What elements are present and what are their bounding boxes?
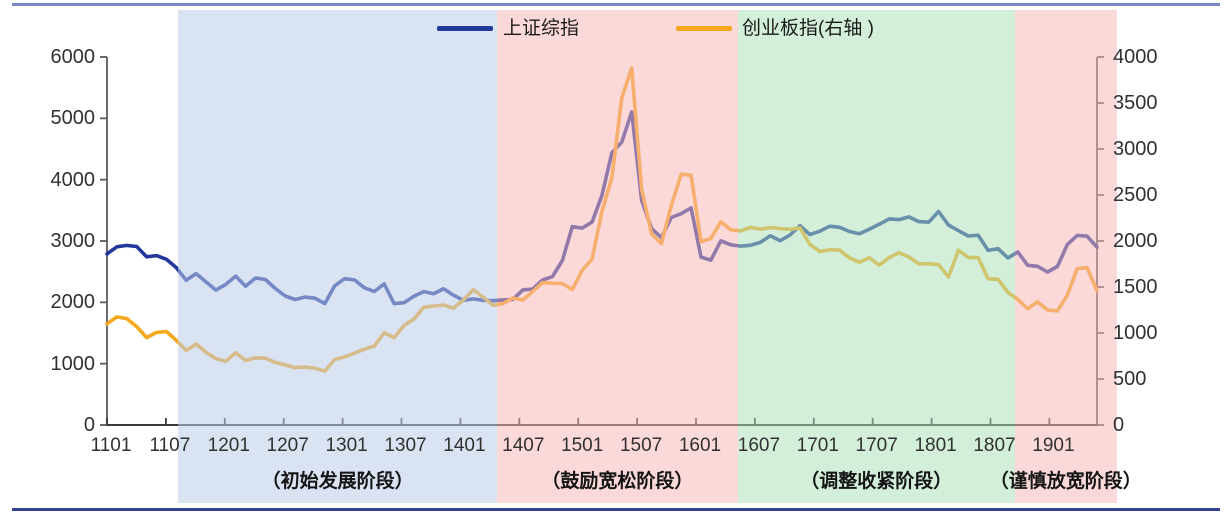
x-axis-tick-label: 1807 — [973, 435, 1016, 456]
y-axis-tick-label-right: 3000 — [1113, 138, 1158, 160]
x-axis-tick-label: 1901 — [1032, 435, 1075, 456]
x-axis-tick-label: 1801 — [914, 435, 957, 456]
x-axis-tick-label: 1401 — [443, 435, 486, 456]
phase-label-4: （谨慎放宽阶段） — [989, 471, 1142, 492]
x-axis-tick-label: 1201 — [207, 435, 250, 456]
y-axis-tick-label-right: 3500 — [1113, 92, 1158, 114]
y-axis-tick-label-left: 2000 — [50, 291, 96, 314]
x-axis-tick-label: 1507 — [619, 435, 663, 456]
y-axis-tick-label-right: 4000 — [1113, 46, 1158, 68]
x-axis-tick-label: 1701 — [796, 435, 839, 456]
x-axis-tick-label: 1307 — [384, 435, 427, 456]
x-axis-tick-label: 1101 — [90, 435, 132, 456]
y-axis-tick-label-left: 4000 — [50, 168, 96, 191]
y-axis-tick-label-left: 0 — [83, 414, 95, 436]
x-axis-tick-label: 1301 — [325, 435, 368, 456]
y-axis-tick-label-left: 1000 — [50, 352, 96, 375]
x-axis-tick-label: 1707 — [855, 435, 898, 456]
legend-line-swatch-chinext-icon — [676, 26, 733, 31]
y-axis-tick-label-right: 2000 — [1113, 230, 1158, 252]
y-axis-tick-label-left: 3000 — [50, 230, 96, 252]
legend: 上证综指 创业板指(右轴 ) — [437, 16, 874, 41]
x-axis-tick-label: 1407 — [502, 435, 545, 456]
legend-label-sse: 上证综指 — [503, 18, 580, 39]
x-axis-tick-label: 1607 — [737, 435, 781, 456]
phase-label-2: （鼓励宽松阶段） — [541, 471, 694, 492]
y-axis-tick-label-left: 5000 — [50, 107, 96, 130]
top-divider-line — [12, 3, 1220, 6]
y-axis-tick-label-right: 0 — [1113, 414, 1125, 436]
x-axis-tick-label: 1501 — [561, 435, 604, 456]
y-axis-tick-label-right: 1000 — [1113, 322, 1158, 344]
x-axis-tick-label: 1107 — [149, 435, 191, 456]
legend-line-swatch-sse-icon — [437, 26, 493, 31]
phase-label-3: （调整收紧阶段） — [800, 471, 953, 492]
y-axis-tick-label-right: 1500 — [1113, 276, 1158, 298]
legend-label-chinext: 创业板指(右轴 ) — [742, 18, 874, 39]
phase-label-1: （初始发展阶段） — [261, 471, 414, 492]
y-axis-tick-label-right: 500 — [1113, 368, 1147, 390]
legend-item-sse: 上证综指 — [437, 16, 579, 41]
y-axis-tick-label-left: 6000 — [50, 46, 96, 68]
y-axis-tick-label-right: 2500 — [1113, 184, 1158, 206]
x-axis-tick-label: 1207 — [266, 435, 309, 456]
x-axis-tick-label: 1601 — [678, 435, 722, 456]
bottom-divider-line — [12, 508, 1220, 511]
legend-item-chinext: 创业板指(右轴 ) — [676, 16, 874, 41]
